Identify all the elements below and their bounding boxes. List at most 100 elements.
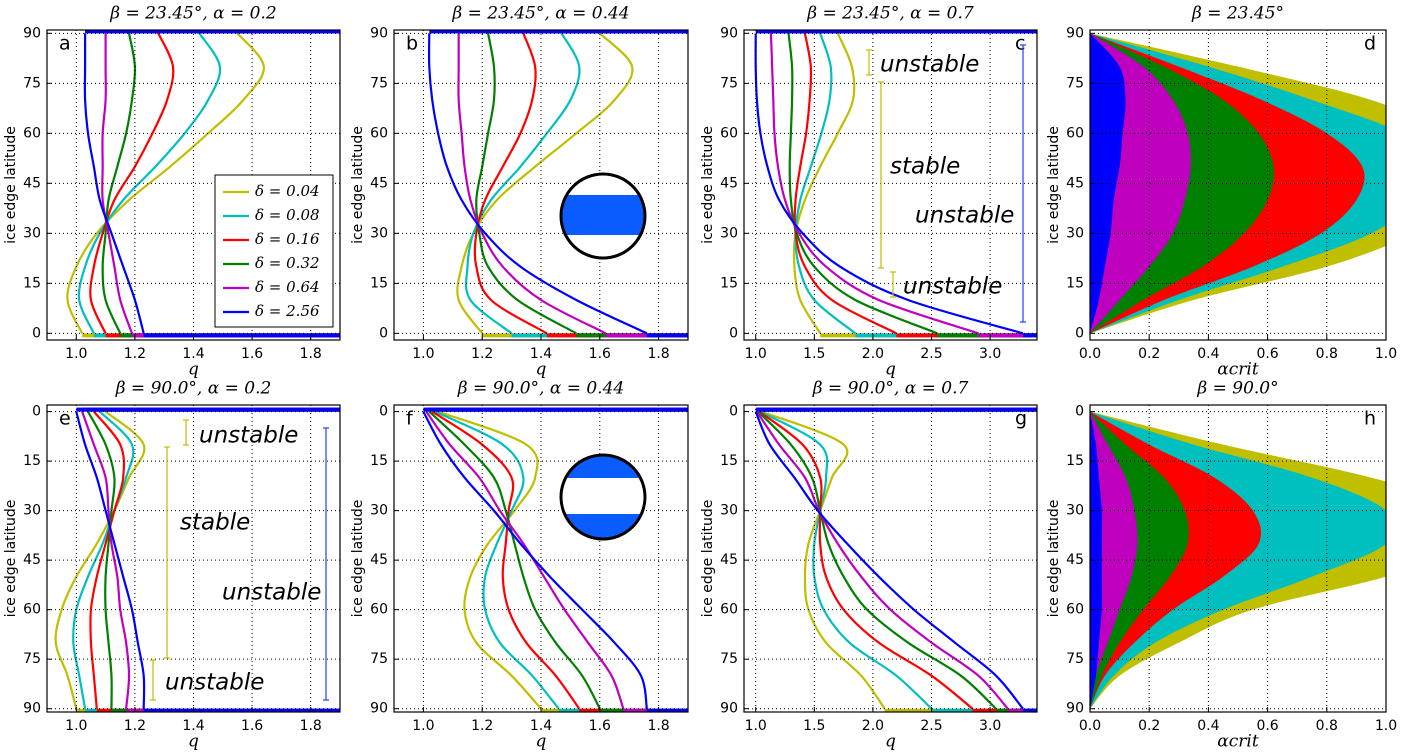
x-axis-label: q <box>536 360 547 380</box>
y-axis-label: ice edge latitude <box>3 126 19 244</box>
x-axis-label: q <box>885 732 896 752</box>
panel: 0 15 30 45 60 75 90 1.0 1.2 1.4 1.6 1.8 β = 90.0°, α… <box>3 379 341 752</box>
x-tick-label: 0.0 <box>1079 346 1101 362</box>
annotation: unstable <box>222 580 321 606</box>
annotation: unstable <box>165 670 264 696</box>
open-band <box>561 478 645 514</box>
legend-label: δ = 0.08 <box>255 206 320 224</box>
y-tick-label: 15 <box>23 275 41 291</box>
y-tick-label: 75 <box>370 75 388 91</box>
x-axis-label: αcrit <box>1217 360 1259 380</box>
x-tick-label: 0.6 <box>1256 346 1278 362</box>
legend-label: δ = 0.32 <box>255 254 320 272</box>
frame <box>1089 29 1387 341</box>
y-tick-label: 60 <box>1066 602 1084 618</box>
y-tick-label: 90 <box>1066 25 1084 41</box>
x-tick-label: 1.4 <box>530 346 552 362</box>
y-tick-label: 0 <box>729 325 738 341</box>
y-tick-label: 90 <box>720 25 738 41</box>
line <box>793 33 897 335</box>
y-tick-label: 45 <box>23 552 41 568</box>
y-tick-label: 45 <box>370 175 388 191</box>
x-tick-label: 1.0 <box>412 718 434 734</box>
x-tick-label: 1.0 <box>412 346 434 362</box>
frame <box>46 404 341 713</box>
panel-label: g <box>1015 408 1027 430</box>
y-tick-label: 60 <box>370 602 388 618</box>
x-tick-label: 1.6 <box>589 346 611 362</box>
y-tick-label: 60 <box>720 602 738 618</box>
y-tick-label: 30 <box>720 503 738 519</box>
x-tick-label: 0.6 <box>1256 718 1278 734</box>
panel-label: b <box>406 33 418 55</box>
ice-band <box>561 195 645 235</box>
chart-title: β = 90.0° <box>1196 379 1278 399</box>
globe-outline <box>559 453 647 541</box>
y-tick-label: 75 <box>23 75 41 91</box>
x-tick-label: 3.0 <box>979 718 1001 734</box>
y-axis-label: ice edge latitude <box>350 126 366 244</box>
x-tick-label: 1.5 <box>803 346 825 362</box>
x-tick-label: 1.8 <box>300 346 322 362</box>
line <box>431 410 581 710</box>
x-tick-label: 1.0 <box>65 346 87 362</box>
chart-title: β = 90.0°, α = 0.44 <box>457 379 624 399</box>
plot-area <box>54 407 340 712</box>
y-tick-label: 15 <box>720 453 738 469</box>
x-axis-label: αcrit <box>1217 732 1259 752</box>
y-tick-label: 15 <box>370 453 388 469</box>
y-tick-label: 60 <box>1066 125 1084 141</box>
line <box>83 33 145 334</box>
x-axis-label: q <box>885 360 896 380</box>
x-tick-label: 0.2 <box>1138 346 1160 362</box>
panel: 0 15 30 45 60 75 90 0.0 0.2 0.4 0.6 0.8 1.0 β = 23.45… <box>1046 4 1397 380</box>
y-tick-label: 0 <box>1075 404 1084 420</box>
legend-label: δ = 2.56 <box>255 302 320 320</box>
annotation: unstable <box>199 423 298 449</box>
panel-label: c <box>1015 33 1025 55</box>
x-tick-label: 1.2 <box>124 346 146 362</box>
y-tick-label: 15 <box>370 275 388 291</box>
x-axis-label: q <box>536 732 547 752</box>
x-axis-label: q <box>188 732 199 752</box>
x-tick-label: 0.8 <box>1316 346 1338 362</box>
line <box>77 32 222 334</box>
panel-label: f <box>406 408 414 430</box>
panel-label: a <box>59 33 71 55</box>
line <box>759 410 933 710</box>
y-tick-label: 60 <box>720 125 738 141</box>
x-tick-label: 1.5 <box>803 718 825 734</box>
y-tick-label: 30 <box>23 225 41 241</box>
x-tick-label: 1.2 <box>471 346 493 362</box>
panel: 0 15 30 45 60 75 90 1.0 1.2 1.4 1.6 1.8 β = 90.0°, α… <box>350 379 689 752</box>
y-tick-label: 75 <box>370 651 388 667</box>
y-tick-label: 45 <box>1066 175 1084 191</box>
x-tick-label: 0.0 <box>1079 718 1101 734</box>
line <box>473 32 548 335</box>
y-tick-label: 0 <box>1075 325 1084 341</box>
x-tick-label: 1.8 <box>647 718 669 734</box>
panel: 0 15 30 45 60 75 90 1.0 1.5 2.0 2.5 3.0 β = 90.0°, α… <box>700 379 1038 752</box>
y-tick-label: 45 <box>720 552 738 568</box>
y-tick-label: 75 <box>1066 651 1084 667</box>
y-axis-label: ice edge latitude <box>1046 500 1062 618</box>
line <box>75 411 146 709</box>
annotation: stable <box>180 510 250 536</box>
frame <box>743 404 1038 713</box>
line <box>787 33 938 335</box>
plot-area <box>754 30 1037 338</box>
legend-label: δ = 0.64 <box>255 278 320 296</box>
chart-title: β = 23.45°, α = 0.7 <box>806 4 974 24</box>
x-tick-label: 1.6 <box>589 718 611 734</box>
annotation: unstable <box>880 52 979 78</box>
y-tick-label: 45 <box>370 552 388 568</box>
y-tick-label: 15 <box>720 275 738 291</box>
plot-area <box>1090 33 1386 334</box>
y-tick-label: 0 <box>32 404 41 420</box>
frame <box>393 29 689 341</box>
x-tick-label: 2.5 <box>920 718 942 734</box>
y-tick-label: 30 <box>23 503 41 519</box>
chart-title: β = 23.45° <box>1191 4 1284 24</box>
x-tick-label: 1.0 <box>65 718 87 734</box>
y-tick-label: 15 <box>23 453 41 469</box>
